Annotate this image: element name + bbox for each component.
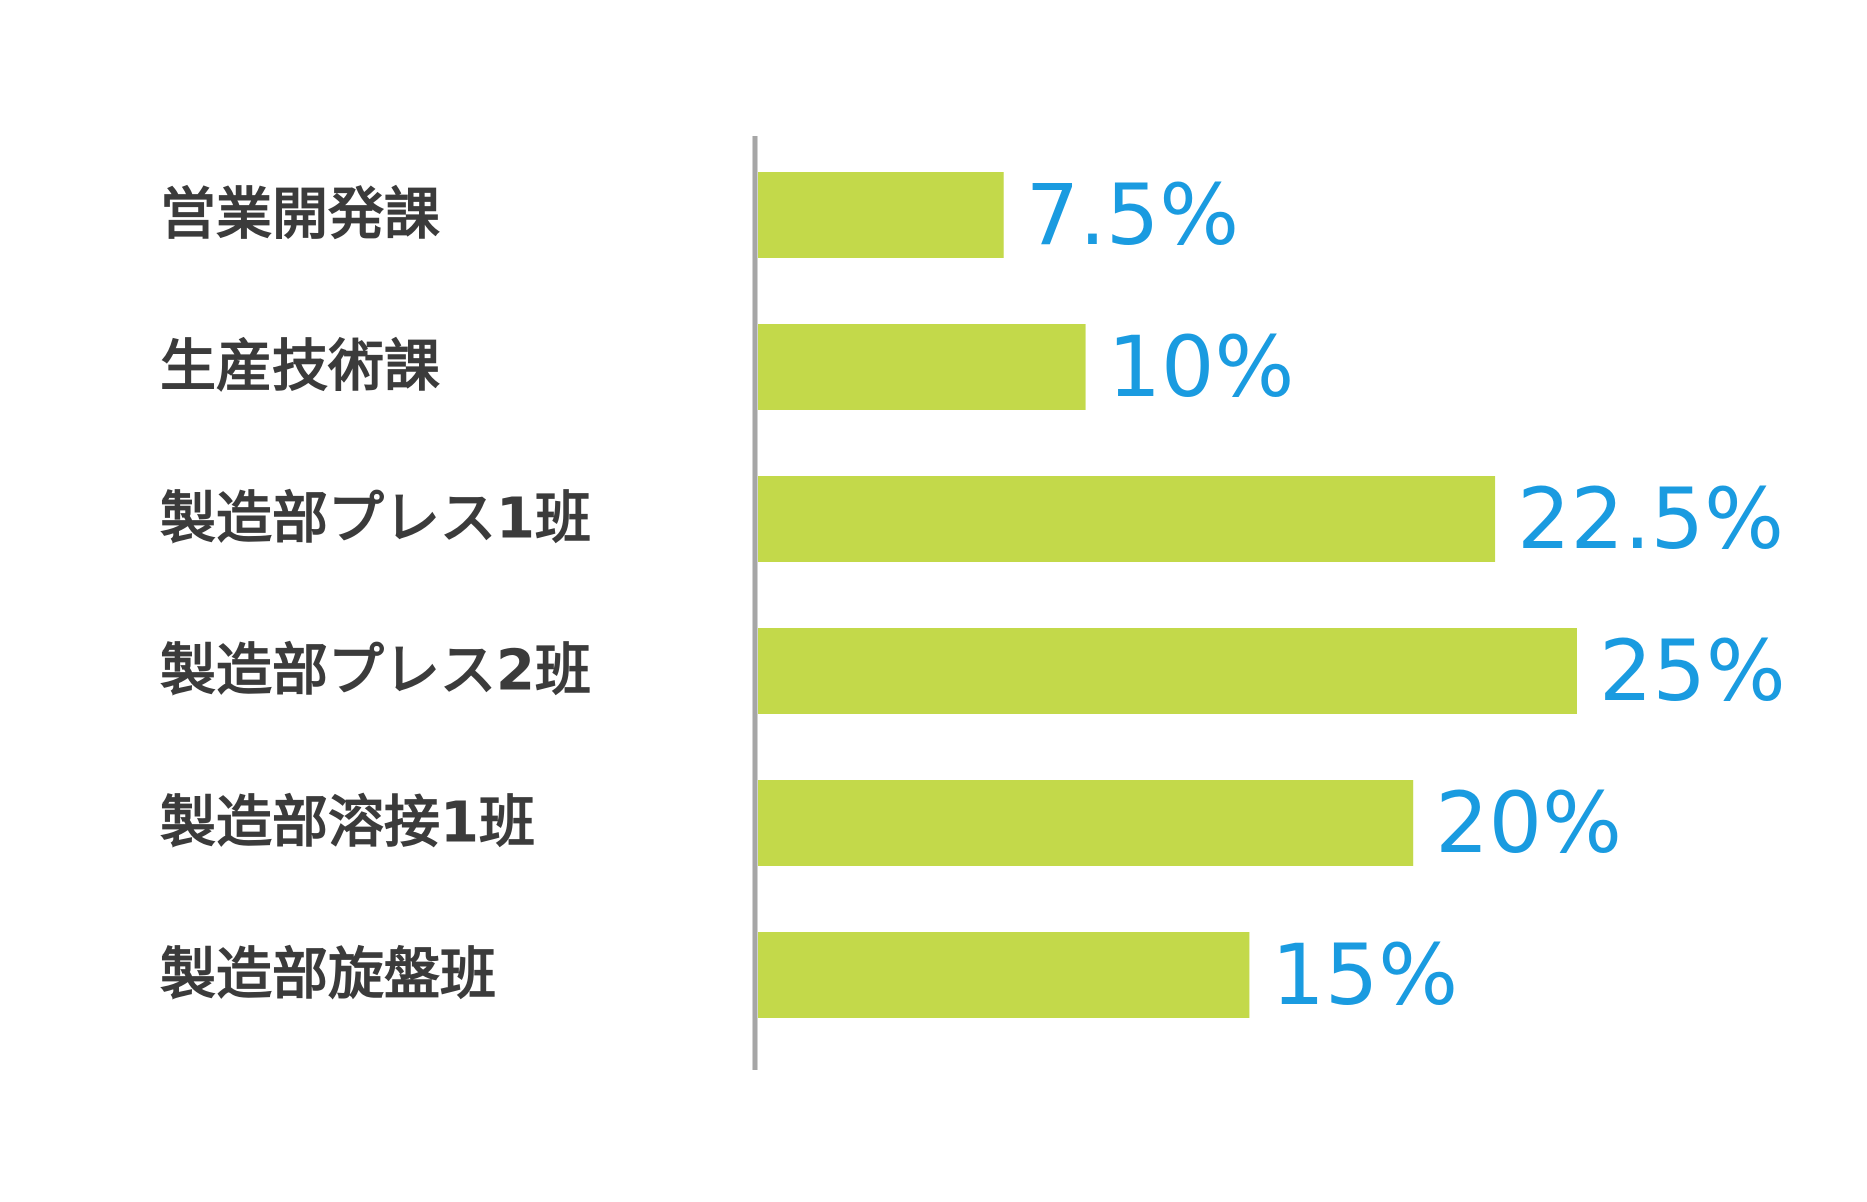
bar-5 bbox=[758, 780, 1414, 866]
value-labels: 7.5% 10% 22.5% 25% 20% 15% bbox=[1026, 166, 1786, 1024]
value-label-1: 7.5% bbox=[1026, 166, 1239, 264]
bars-layer bbox=[758, 172, 1577, 1018]
category-label-6: 製造部旋盤班 bbox=[160, 943, 496, 1008]
value-label-2: 10% bbox=[1108, 318, 1295, 416]
category-label-4: 製造部プレス2班 bbox=[160, 639, 591, 704]
bar-2 bbox=[758, 324, 1086, 410]
value-label-3: 22.5% bbox=[1517, 470, 1784, 568]
category-label-3: 製造部プレス1班 bbox=[160, 487, 591, 552]
bar-4 bbox=[758, 628, 1577, 714]
value-label-4: 25% bbox=[1599, 622, 1786, 720]
category-label-2: 生産技術課 bbox=[160, 335, 440, 400]
value-label-5: 20% bbox=[1435, 774, 1622, 872]
category-label-1: 営業開発課 bbox=[160, 183, 440, 248]
category-label-5: 製造部溶接1班 bbox=[160, 791, 535, 856]
bar-3 bbox=[758, 476, 1496, 562]
bar-1 bbox=[758, 172, 1004, 258]
value-label-6: 15% bbox=[1271, 926, 1458, 1024]
bar-6 bbox=[758, 932, 1250, 1018]
